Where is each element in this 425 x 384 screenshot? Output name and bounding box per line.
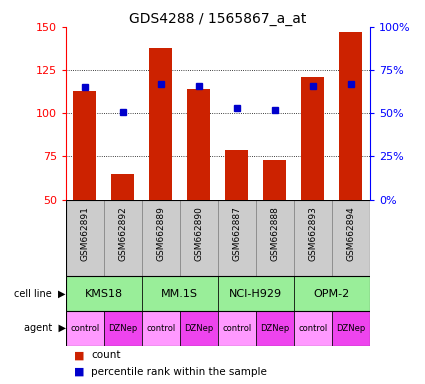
Bar bbox=[218, 276, 294, 311]
Text: GSM662893: GSM662893 bbox=[308, 206, 317, 261]
Bar bbox=[142, 311, 180, 346]
Bar bbox=[66, 200, 104, 276]
Bar bbox=[225, 149, 248, 200]
Bar bbox=[256, 200, 294, 276]
Text: DZNep: DZNep bbox=[260, 324, 289, 333]
Text: GSM662894: GSM662894 bbox=[346, 206, 355, 261]
Bar bbox=[74, 91, 96, 200]
Bar bbox=[264, 160, 286, 200]
Text: NCI-H929: NCI-H929 bbox=[229, 289, 282, 299]
Bar bbox=[339, 32, 362, 200]
Text: DZNep: DZNep bbox=[184, 324, 213, 333]
Bar bbox=[180, 200, 218, 276]
Text: ■: ■ bbox=[74, 367, 85, 377]
Text: GSM662888: GSM662888 bbox=[270, 206, 279, 261]
Text: agent  ▶: agent ▶ bbox=[24, 323, 66, 333]
Bar bbox=[142, 276, 218, 311]
Bar bbox=[294, 311, 332, 346]
Text: cell line  ▶: cell line ▶ bbox=[14, 289, 66, 299]
Text: control: control bbox=[298, 324, 327, 333]
Bar bbox=[187, 89, 210, 200]
Bar bbox=[218, 200, 256, 276]
Bar bbox=[301, 77, 324, 200]
Bar bbox=[294, 200, 332, 276]
Text: control: control bbox=[146, 324, 176, 333]
Bar bbox=[256, 311, 294, 346]
Text: OPM-2: OPM-2 bbox=[314, 289, 350, 299]
Text: DZNep: DZNep bbox=[336, 324, 366, 333]
Bar bbox=[111, 174, 134, 200]
Bar bbox=[104, 200, 142, 276]
Text: GSM662889: GSM662889 bbox=[156, 206, 165, 261]
Bar bbox=[66, 276, 142, 311]
Text: count: count bbox=[91, 350, 121, 360]
Bar bbox=[294, 276, 370, 311]
Bar bbox=[66, 311, 104, 346]
Bar bbox=[218, 311, 256, 346]
Text: ■: ■ bbox=[74, 350, 85, 360]
Text: control: control bbox=[70, 324, 99, 333]
Title: GDS4288 / 1565867_a_at: GDS4288 / 1565867_a_at bbox=[129, 12, 306, 26]
Bar bbox=[332, 200, 370, 276]
Bar bbox=[332, 311, 370, 346]
Bar bbox=[150, 48, 172, 200]
Text: DZNep: DZNep bbox=[108, 324, 137, 333]
Bar bbox=[104, 311, 142, 346]
Text: GSM662891: GSM662891 bbox=[80, 206, 89, 261]
Bar bbox=[180, 311, 218, 346]
Text: control: control bbox=[222, 324, 252, 333]
Text: GSM662892: GSM662892 bbox=[118, 206, 127, 261]
Text: KMS18: KMS18 bbox=[85, 289, 123, 299]
Text: percentile rank within the sample: percentile rank within the sample bbox=[91, 367, 267, 377]
Text: GSM662887: GSM662887 bbox=[232, 206, 241, 261]
Text: MM.1S: MM.1S bbox=[162, 289, 198, 299]
Text: GSM662890: GSM662890 bbox=[194, 206, 203, 261]
Bar bbox=[142, 200, 180, 276]
